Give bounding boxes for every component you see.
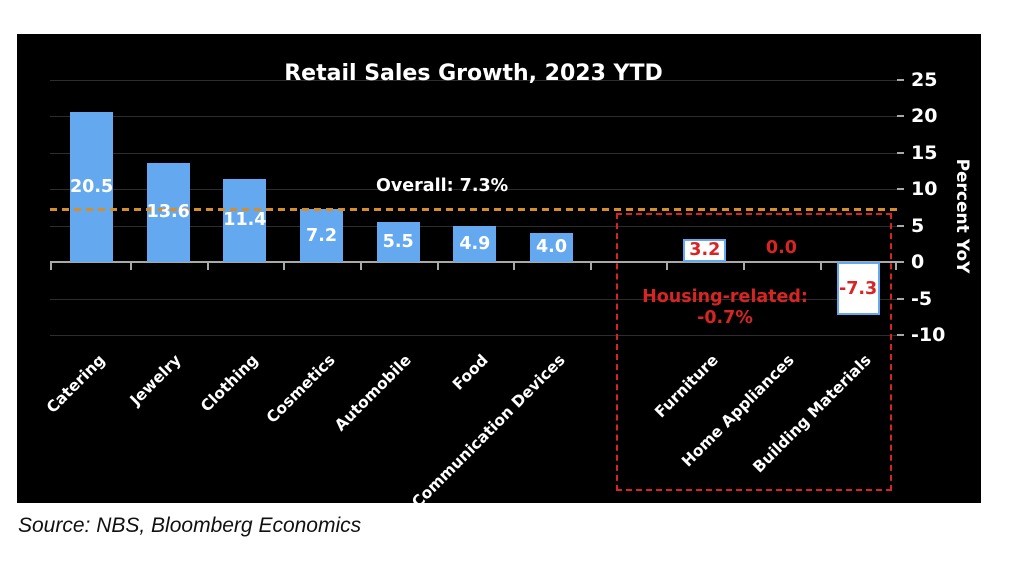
y-tick-label--5: -5	[911, 287, 933, 310]
y-tick-0	[897, 261, 904, 263]
overall-average-dashed-line	[50, 207, 897, 211]
bar-jewelry	[146, 162, 190, 262]
x-tick-5	[436, 263, 439, 270]
bar-furniture	[683, 238, 727, 262]
y-tick-20	[897, 115, 904, 117]
bar-food	[453, 226, 497, 262]
x-tick-7	[589, 263, 592, 270]
value-label-cosmetics: 7.2	[306, 225, 338, 246]
y-tick-5	[897, 224, 904, 227]
y-tick-label-25: 25	[911, 68, 938, 91]
category-label-automobile: Automobile	[331, 351, 415, 435]
x-tick-1	[129, 263, 132, 270]
gridline-25	[50, 79, 897, 81]
y-tick-label--10: -10	[911, 324, 946, 346]
gridline--5	[50, 298, 897, 300]
x-axis-left-end-tick	[50, 263, 52, 270]
value-label-furniture: 3.2	[689, 240, 721, 261]
housing-related-annotation: Housing-related: -0.7%	[595, 287, 855, 329]
y-tick--10	[897, 334, 904, 336]
gridline-10	[50, 189, 897, 190]
category-label-jewelry: Jewelry	[126, 351, 185, 410]
bar-cosmetics	[300, 209, 344, 262]
x-tick-9	[743, 263, 746, 270]
category-label-clothing: Clothing	[197, 351, 262, 416]
chart-panel: Retail Sales Growth, 2023 YTD Overall: 7…	[17, 34, 981, 511]
overall-average-label: Overall: 7.3%	[376, 176, 509, 196]
x-axis-zero-line	[50, 261, 897, 263]
gridline-15	[50, 152, 897, 154]
y-tick-label-5: 5	[911, 214, 925, 237]
y-tick-25	[897, 78, 904, 81]
gridline-20	[50, 116, 897, 117]
y-tick--5	[897, 297, 904, 300]
value-label-food: 4.9	[459, 234, 491, 255]
value-label-clothing: 11.4	[223, 210, 267, 231]
x-tick-3	[283, 263, 286, 270]
gridline--10	[50, 335, 897, 336]
category-label-food: Food	[448, 351, 492, 394]
chart-title: Retail Sales Growth, 2023 YTD	[284, 61, 663, 86]
value-label-catering: 20.5	[70, 177, 114, 198]
category-label-communication-devices: Communication Devices	[407, 351, 569, 512]
bar-automobile	[376, 221, 420, 262]
bar-catering	[70, 112, 114, 262]
category-label-cosmetics: Cosmetics	[262, 351, 339, 427]
y-tick-10	[897, 188, 904, 190]
value-label-building-materials: -7.3	[838, 278, 878, 299]
value-label-home-appliances: 0.0	[765, 238, 797, 258]
source-attribution: Source: NBS, Bloomberg Economics	[18, 514, 362, 537]
y-tick-label-0: 0	[911, 251, 925, 273]
x-tick-2	[206, 263, 209, 270]
bar-communication-devices	[530, 232, 573, 262]
value-label-automobile: 5.5	[382, 231, 414, 252]
bar-building-materials	[836, 262, 880, 316]
bar-clothing	[223, 178, 267, 262]
value-label-jewelry: 13.6	[146, 202, 190, 223]
gridline-5	[50, 225, 897, 227]
x-tick-10	[819, 263, 822, 270]
y-tick-label-15: 15	[911, 141, 938, 164]
x-tick-8	[666, 263, 669, 270]
housing-annotation-line1: Housing-related:	[642, 287, 808, 307]
x-axis-right-end-tick	[895, 263, 897, 270]
housing-related-highlight-box	[616, 213, 892, 491]
y-tick-15	[897, 151, 904, 154]
x-tick-6	[513, 263, 516, 270]
housing-annotation-line2: -0.7%	[697, 308, 753, 328]
x-tick-4	[359, 263, 362, 270]
y-axis-title: Percent YoY	[952, 158, 972, 274]
y-tick-label-20: 20	[911, 105, 938, 127]
y-tick-label-10: 10	[911, 178, 938, 200]
value-label-communication-devices: 4.0	[535, 237, 568, 258]
category-label-catering: Catering	[42, 351, 109, 417]
